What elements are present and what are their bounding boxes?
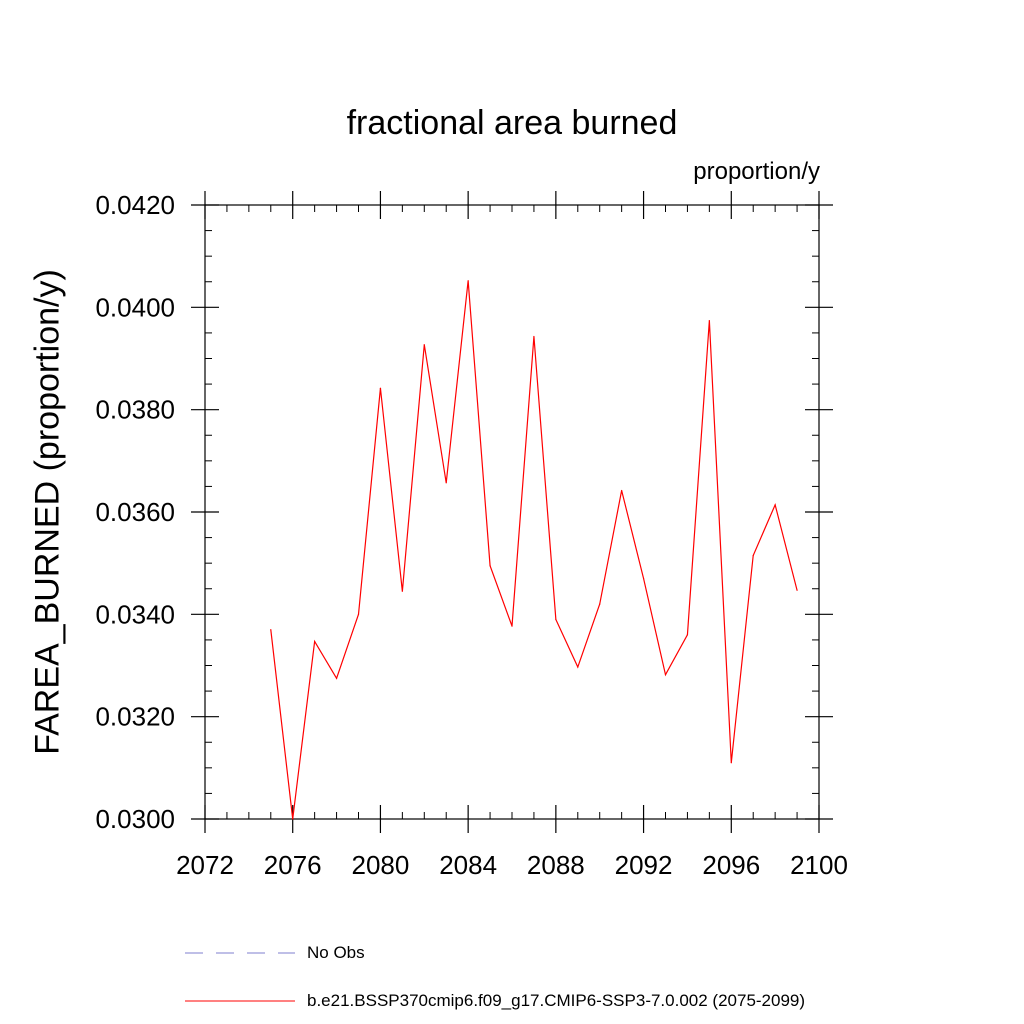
x-tick-label: 2076 bbox=[264, 850, 322, 880]
data-point bbox=[379, 387, 382, 389]
data-point bbox=[357, 613, 360, 615]
data-point bbox=[292, 818, 294, 820]
data-point bbox=[577, 666, 579, 668]
data-point bbox=[445, 482, 447, 484]
data-point bbox=[533, 335, 535, 338]
x-tick-label: 2080 bbox=[352, 850, 410, 880]
data-point bbox=[796, 589, 798, 591]
y-tick-label: 0.0400 bbox=[95, 292, 175, 322]
data-point bbox=[423, 344, 425, 346]
x-tick-label: 2072 bbox=[176, 850, 234, 880]
y-tick-label: 0.0420 bbox=[95, 190, 175, 220]
data-point bbox=[314, 640, 316, 643]
data-point bbox=[270, 629, 272, 631]
data-point bbox=[752, 554, 754, 557]
units-label: proportion/y bbox=[693, 158, 820, 185]
y-tick-label: 0.0320 bbox=[95, 702, 175, 732]
x-tick-label: 2088 bbox=[527, 850, 585, 880]
data-point bbox=[686, 634, 689, 636]
y-tick-label: 0.0300 bbox=[95, 804, 175, 834]
legend-label-no-obs: No Obs bbox=[307, 943, 365, 962]
x-tick-label: 2096 bbox=[702, 850, 760, 880]
data-point bbox=[642, 577, 645, 580]
data-point bbox=[708, 320, 710, 322]
data-point bbox=[555, 618, 557, 621]
series-group bbox=[270, 280, 798, 820]
data-point bbox=[599, 603, 601, 605]
y-tick-label: 0.0380 bbox=[95, 395, 175, 425]
data-point bbox=[489, 565, 491, 567]
data-point bbox=[730, 762, 732, 764]
data-point bbox=[664, 674, 667, 676]
data-point bbox=[621, 489, 623, 492]
x-tick-label: 2092 bbox=[615, 850, 673, 880]
data-point bbox=[511, 625, 513, 627]
legend-label-model-run: b.e21.BSSP370cmip6.f09_g17.CMIP6-SSP3-7.… bbox=[307, 991, 806, 1010]
y-tick-label: 0.0340 bbox=[95, 599, 175, 629]
data-point bbox=[774, 504, 776, 506]
data-point bbox=[467, 280, 469, 282]
x-tick-label: 2084 bbox=[439, 850, 497, 880]
x-tick-label: 2100 bbox=[790, 850, 848, 880]
legend-lines bbox=[185, 952, 295, 1002]
series-line bbox=[270, 280, 798, 820]
plot-frame bbox=[204, 204, 820, 820]
data-point bbox=[401, 590, 403, 592]
y-tick-label: 0.0360 bbox=[95, 497, 175, 527]
axis-ticks: 2072 2076 2080 2084 2088 2092 2096 2100 0.0300 0.… bbox=[95, 190, 847, 880]
chart-title: fractional area burned bbox=[346, 104, 678, 142]
data-point bbox=[335, 677, 338, 679]
